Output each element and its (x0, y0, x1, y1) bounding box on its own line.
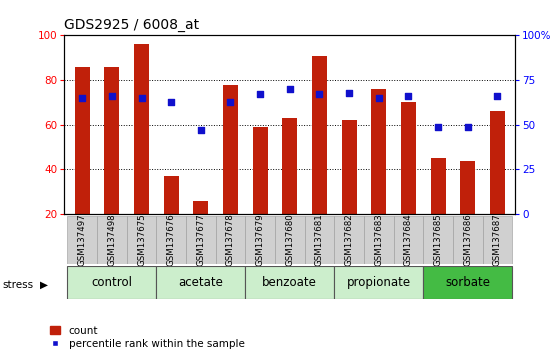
Bar (431, 158, 446, 214)
Bar (423, 266, 512, 299)
Bar (245, 266, 334, 299)
Text: acetate: acetate (179, 276, 223, 289)
Text: GSM137675: GSM137675 (137, 213, 146, 266)
Bar (342, 120, 357, 214)
Point (374, 95, 383, 101)
Text: GSM137686: GSM137686 (463, 213, 472, 266)
Bar (156, 266, 245, 299)
Bar (164, 176, 179, 214)
Bar (364, 216, 394, 264)
Bar (75, 67, 90, 214)
Point (78, 95, 87, 101)
Text: ▶: ▶ (40, 280, 48, 290)
Bar (483, 216, 512, 264)
Point (463, 124, 472, 130)
Bar (245, 216, 275, 264)
Bar (127, 216, 156, 264)
Text: GSM137676: GSM137676 (167, 213, 176, 266)
Text: control: control (91, 276, 132, 289)
Text: sorbate: sorbate (445, 276, 490, 289)
Text: GSM137498: GSM137498 (108, 213, 116, 266)
Bar (490, 112, 505, 214)
Text: GSM137681: GSM137681 (315, 213, 324, 266)
Bar (67, 266, 156, 299)
Point (256, 92, 265, 97)
Bar (67, 216, 97, 264)
Legend: count, percentile rank within the sample: count, percentile rank within the sample (50, 326, 245, 349)
Text: GSM137682: GSM137682 (344, 213, 353, 266)
Bar (253, 127, 268, 214)
Bar (334, 216, 364, 264)
Text: GSM137683: GSM137683 (374, 213, 383, 266)
Bar (453, 216, 483, 264)
Text: GSM137680: GSM137680 (285, 213, 295, 266)
Point (315, 92, 324, 97)
Point (226, 99, 235, 104)
Text: GDS2925 / 6008_at: GDS2925 / 6008_at (64, 18, 199, 32)
Bar (97, 216, 127, 264)
Text: GSM137677: GSM137677 (197, 213, 206, 266)
Text: propionate: propionate (347, 276, 411, 289)
Point (137, 95, 146, 101)
Bar (334, 266, 423, 299)
Point (197, 127, 206, 133)
Text: GSM137685: GSM137685 (433, 213, 442, 266)
Bar (401, 102, 416, 214)
Bar (423, 216, 453, 264)
Bar (460, 160, 475, 214)
Point (167, 99, 176, 104)
Point (344, 90, 353, 96)
Text: GSM137679: GSM137679 (256, 213, 265, 266)
Bar (305, 216, 334, 264)
Point (404, 93, 413, 99)
Point (493, 93, 502, 99)
Bar (193, 201, 208, 214)
Bar (282, 118, 297, 214)
Bar (104, 67, 119, 214)
Text: benzoate: benzoate (263, 276, 317, 289)
Bar (134, 44, 149, 214)
Point (433, 124, 442, 130)
Text: stress: stress (3, 280, 34, 290)
Point (108, 93, 116, 99)
Text: GSM137497: GSM137497 (78, 213, 87, 266)
Text: GSM137678: GSM137678 (226, 213, 235, 266)
Bar (312, 56, 327, 214)
Bar (394, 216, 423, 264)
Bar (371, 89, 386, 214)
Bar (186, 216, 216, 264)
Text: GSM137684: GSM137684 (404, 213, 413, 266)
Text: GSM137687: GSM137687 (493, 213, 502, 266)
Bar (156, 216, 186, 264)
Point (286, 86, 295, 92)
Bar (275, 216, 305, 264)
Bar (223, 85, 238, 214)
Bar (216, 216, 245, 264)
